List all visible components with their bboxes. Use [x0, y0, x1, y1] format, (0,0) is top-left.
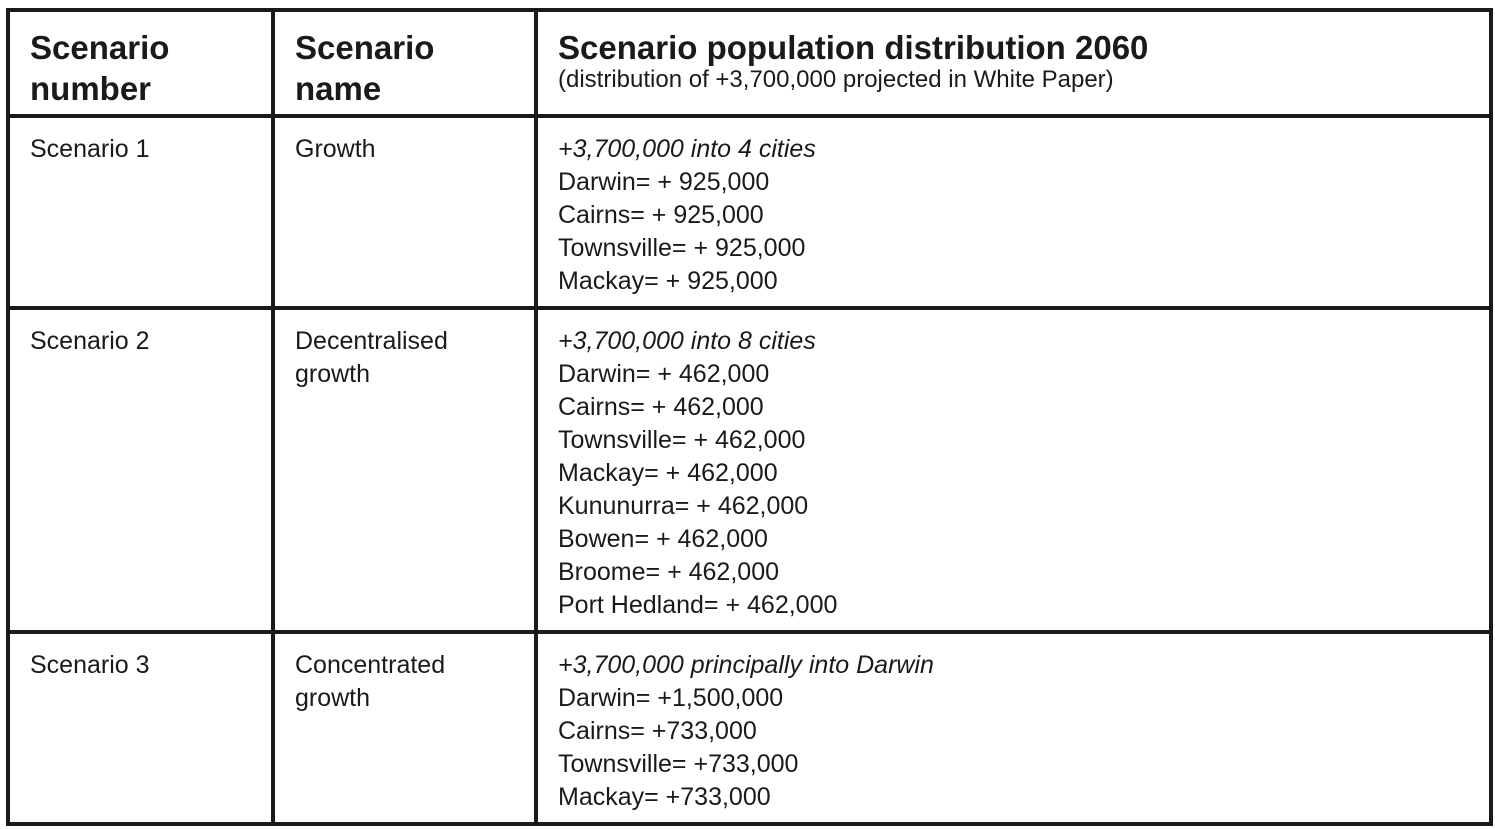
scenario-name-cell: Concentrated growth [271, 630, 538, 826]
header-scenario-name-label: Scenario name [295, 29, 435, 107]
scenario-number-cell: Scenario 2 [6, 306, 275, 634]
distribution-line: Kununurra= + 462,000 [558, 492, 809, 520]
distribution-line: Mackay= +733,000 [558, 783, 771, 811]
distribution-cell: +3,700,000 into 8 cities Darwin= + 462,0… [534, 306, 1493, 634]
header-distribution-subtitle: (distribution of +3,700,000 projected in… [558, 66, 1114, 93]
scenario-number-cell: Scenario 1 [6, 114, 275, 310]
scenario-table-frame: Scenario number Scenario name Scenario p… [6, 8, 1493, 826]
distribution-line: Townsville= + 925,000 [558, 234, 806, 262]
distribution-line: Cairns= + 925,000 [558, 201, 764, 229]
header-scenario-number: Scenario number [6, 8, 275, 118]
distribution-line: Cairns= + 462,000 [558, 393, 764, 421]
scenario-number: Scenario 3 [30, 651, 150, 679]
scenario-number: Scenario 1 [30, 135, 150, 163]
scenario-number: Scenario 2 [30, 327, 150, 355]
table-row: Scenario 3 Concentrated growth +3,700,00… [6, 630, 1493, 826]
header-row: Scenario number Scenario name Scenario p… [6, 8, 1493, 118]
distribution-line: Mackay= + 925,000 [558, 267, 778, 295]
distribution-line: Townsville= + 462,000 [558, 426, 806, 454]
distribution-line: Townsville= +733,000 [558, 750, 799, 778]
distribution-intro: +3,700,000 principally into Darwin [558, 651, 934, 679]
distribution-line: Darwin= + 462,000 [558, 360, 770, 388]
distribution-intro: +3,700,000 into 8 cities [558, 327, 816, 355]
scenario-number-cell: Scenario 3 [6, 630, 275, 826]
header-scenario-number-label: Scenario number [30, 29, 170, 107]
distribution-line: Mackay= + 462,000 [558, 459, 778, 487]
table-row: Scenario 2 Decentralised growth +3,700,0… [6, 306, 1493, 634]
distribution-cell: +3,700,000 into 4 cities Darwin= + 925,0… [534, 114, 1493, 310]
scenario-name-cell: Decentralised growth [271, 306, 538, 634]
scenario-name-cell: Growth [271, 114, 538, 310]
scenario-name: Growth [295, 135, 376, 163]
distribution-line: Darwin= + 925,000 [558, 168, 770, 196]
scenario-name: Concentrated growth [295, 651, 446, 712]
distribution-line: Darwin= +1,500,000 [558, 684, 784, 712]
distribution-intro: +3,700,000 into 4 cities [558, 135, 816, 163]
distribution-line: Port Hedland= + 462,000 [558, 591, 838, 619]
distribution-line: Broome= + 462,000 [558, 558, 779, 586]
table-row: Scenario 1 Growth +3,700,000 into 4 citi… [6, 114, 1493, 310]
distribution-cell: +3,700,000 principally into Darwin Darwi… [534, 630, 1493, 826]
header-distribution-title: Scenario population distribution 2060 [558, 29, 1149, 66]
distribution-line: Cairns= +733,000 [558, 717, 757, 745]
scenario-name: Decentralised growth [295, 327, 448, 388]
scenario-table: Scenario number Scenario name Scenario p… [6, 8, 1493, 826]
distribution-line: Bowen= + 462,000 [558, 525, 768, 553]
header-scenario-name: Scenario name [271, 8, 538, 118]
header-distribution: Scenario population distribution 2060 (d… [534, 8, 1493, 118]
